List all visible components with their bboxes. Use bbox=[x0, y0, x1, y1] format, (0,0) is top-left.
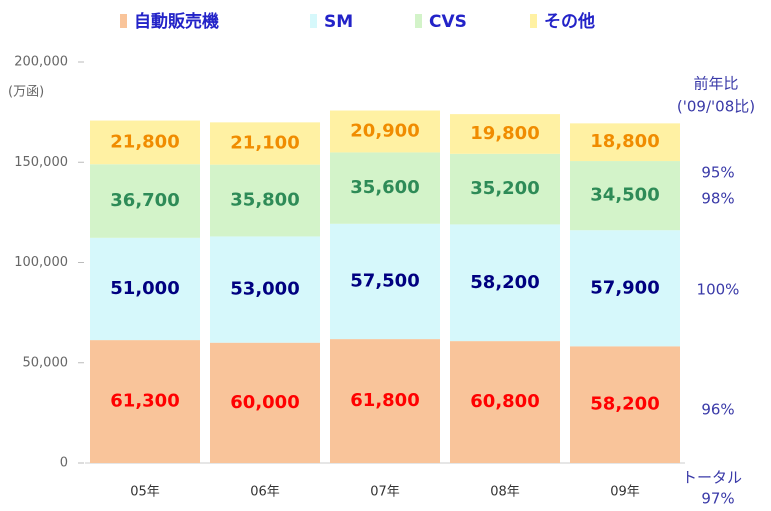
yoy-label: 96% bbox=[701, 401, 734, 419]
legend-swatch bbox=[415, 14, 422, 28]
value-label: 18,800 bbox=[590, 131, 659, 152]
value-label: 61,800 bbox=[350, 390, 419, 411]
x-tick-label: 06年 bbox=[250, 485, 280, 500]
legend-label: 自動販売機 bbox=[134, 11, 219, 32]
yoy-subtitle: ('09/'08比) bbox=[677, 98, 755, 116]
x-tick-label: 09年 bbox=[610, 485, 640, 500]
bar-segment bbox=[570, 230, 680, 347]
x-tick-label: 07年 bbox=[370, 485, 400, 500]
bar-segment bbox=[90, 120, 200, 165]
y-tick-label: 50,000 bbox=[23, 355, 69, 370]
bar-segment bbox=[570, 161, 680, 231]
value-label: 35,800 bbox=[230, 190, 299, 211]
legend-swatch bbox=[310, 14, 317, 28]
yoy-title: 前年比 bbox=[693, 75, 738, 93]
bar-segment bbox=[210, 342, 320, 463]
y-tick-label: 0 bbox=[60, 456, 68, 471]
value-label: 51,000 bbox=[110, 278, 179, 299]
total-yoy: 97% bbox=[701, 490, 734, 508]
bar-segment bbox=[90, 340, 200, 463]
value-label: 19,800 bbox=[470, 123, 539, 144]
x-tick-label: 05年 bbox=[130, 485, 160, 500]
yoy-label: 98% bbox=[701, 190, 734, 208]
x-tick-label: 08年 bbox=[490, 485, 520, 500]
value-label: 34,500 bbox=[590, 185, 659, 206]
value-label: 21,800 bbox=[110, 131, 179, 152]
value-label: 61,300 bbox=[110, 391, 179, 412]
bar-segment bbox=[450, 114, 560, 154]
bar-segment bbox=[570, 346, 680, 463]
value-label: 35,200 bbox=[470, 178, 539, 199]
bar-segment bbox=[570, 123, 680, 162]
legend-label: CVS bbox=[429, 12, 467, 32]
legend-label: その他 bbox=[544, 11, 595, 32]
value-label: 58,200 bbox=[590, 394, 659, 415]
legend-swatch bbox=[120, 14, 127, 28]
value-label: 36,700 bbox=[110, 190, 179, 211]
legend-label: SM bbox=[324, 12, 353, 32]
bar-segment bbox=[450, 341, 560, 463]
y-tick-label: 100,000 bbox=[14, 255, 68, 270]
bar-segment bbox=[210, 122, 320, 165]
legend-swatch bbox=[530, 14, 537, 28]
value-label: 57,500 bbox=[350, 270, 419, 291]
unit-label: (万函) bbox=[8, 85, 44, 100]
y-tick-label: 200,000 bbox=[14, 55, 68, 70]
bar-segment bbox=[330, 223, 440, 340]
value-label: 60,800 bbox=[470, 391, 539, 412]
value-label: 20,900 bbox=[350, 120, 419, 141]
bar-segment bbox=[90, 164, 200, 238]
yoy-label: 100% bbox=[697, 281, 740, 299]
bar-segment bbox=[450, 153, 560, 225]
value-label: 21,100 bbox=[230, 133, 299, 154]
value-label: 35,600 bbox=[350, 177, 419, 198]
yoy-label: 95% bbox=[701, 164, 734, 182]
value-label: 60,000 bbox=[230, 392, 299, 413]
bar-segment bbox=[330, 110, 440, 153]
bar-segment bbox=[210, 236, 320, 343]
value-label: 53,000 bbox=[230, 279, 299, 300]
bar-segment bbox=[210, 164, 320, 237]
value-label: 57,900 bbox=[590, 277, 659, 298]
total-label: トータル bbox=[682, 469, 742, 487]
bar-segment bbox=[330, 339, 440, 463]
bar-segment bbox=[330, 152, 440, 224]
bar-segment bbox=[90, 237, 200, 341]
y-tick-label: 150,000 bbox=[14, 155, 68, 170]
value-label: 58,200 bbox=[470, 272, 539, 293]
bar-segment bbox=[450, 224, 560, 342]
